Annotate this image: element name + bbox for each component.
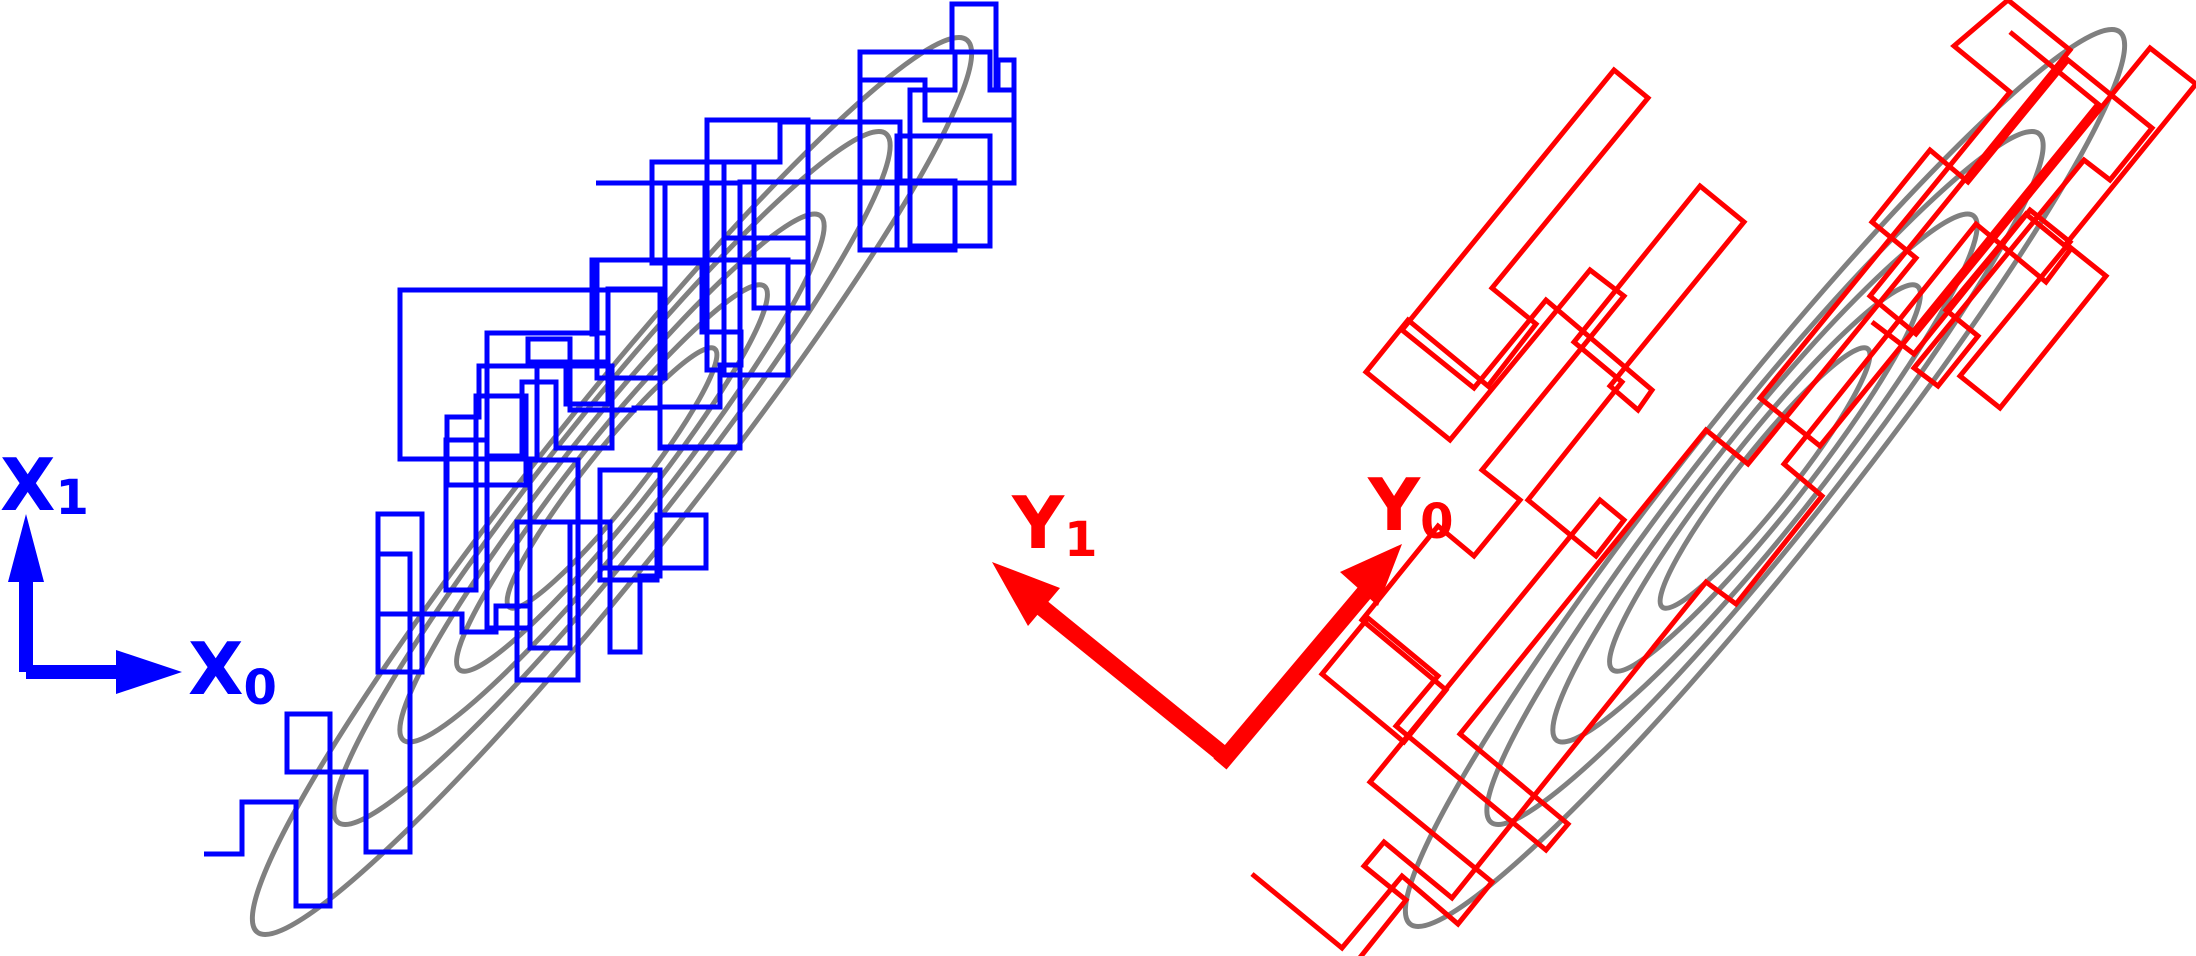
y0-axis-shaft: [1213, 580, 1377, 770]
x0-arrowhead: [116, 650, 182, 694]
y0-axis-label: Y0: [1367, 463, 1454, 550]
right-contour-1: [1402, 26, 2128, 930]
y1-axis-label: Y1: [1011, 481, 1098, 568]
right-contours: [1402, 26, 2128, 930]
x1-axis-label: X1: [0, 443, 89, 527]
y1-arrowhead: [992, 562, 1060, 626]
left-contour-1: [249, 34, 975, 938]
left-contour-2: [331, 128, 893, 828]
left-contour-3: [397, 211, 827, 745]
y0-arrowhead: [1340, 544, 1402, 606]
axis-aligned-sample-path: [204, 1, 1017, 909]
right-contour-2: [1484, 128, 2046, 828]
x1-arrowhead: [8, 514, 44, 582]
original-basis-axes: [8, 514, 182, 694]
y1-axis-shaft: [1034, 599, 1226, 759]
rotated-sample-path-boxes: [1756, 0, 2196, 450]
left-contour-4: [454, 282, 770, 674]
rotated-basis-axes: [992, 544, 1402, 770]
rotated-sample-path: [1250, 56, 2156, 956]
x0-axis-label: X0: [188, 627, 277, 716]
